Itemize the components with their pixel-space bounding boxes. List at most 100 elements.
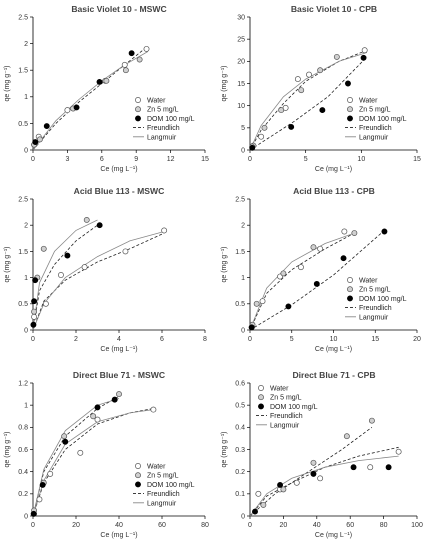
freundlich-fit-line <box>32 232 165 331</box>
y-tick-label: 1 <box>24 94 28 101</box>
x-tick-label: 80 <box>380 522 388 529</box>
legend-label: Zn 5 mg/L <box>359 107 391 114</box>
y-tick-label: 10 <box>237 103 245 110</box>
y-tick-label: 0.4 <box>18 469 28 476</box>
data-point-gray-circle <box>278 107 285 114</box>
x-tick-label: 4 <box>117 336 121 343</box>
data-point-filled-circle <box>30 510 37 517</box>
legend: Water Zn 5 mg/L DOM 100 mg/L Freundlich Lang… <box>133 463 195 507</box>
legend-marker <box>135 463 141 469</box>
x-tick-label: 80 <box>201 522 209 529</box>
legend-label: Langmuir <box>147 134 177 141</box>
x-tick-label: 2 <box>74 336 78 343</box>
data-point-filled-circle <box>32 139 39 145</box>
legend-marker <box>347 295 353 302</box>
y-tick-label: 0.6 <box>235 380 245 387</box>
freundlich-fit-line <box>32 224 98 331</box>
data-point-open-circle <box>341 228 348 235</box>
data-point-gray-circle <box>298 87 305 94</box>
y-tick-label: 0.2 <box>18 491 28 498</box>
y-tick-label: 1.2 <box>18 380 28 387</box>
x-tick-label: 15 <box>201 156 209 163</box>
y-tick-label: 0.5 <box>235 403 245 410</box>
data-point-gray-circle <box>351 230 358 237</box>
data-point-gray-circle <box>260 501 267 508</box>
data-point-filled-circle <box>39 482 46 488</box>
data-point-gray-circle <box>83 217 90 223</box>
data-point-gray-circle <box>90 413 97 420</box>
y-tick-label: 25 <box>237 37 245 44</box>
data-point-filled-circle <box>385 464 392 471</box>
data-point-gray-circle <box>280 486 287 493</box>
data-point-gray-circle <box>317 67 324 74</box>
chart-panel-1: Basic Violet 10 - MSWC 0 3 6 9 12 15 0 0.5 1 1.5 2 2… <box>4 4 209 173</box>
x-tick-label: 10 <box>357 156 365 163</box>
data-point-open-circle <box>81 264 88 271</box>
x-tick-label: 5 <box>304 156 308 163</box>
y-axis-label: qe (mg g⁻¹) <box>4 66 11 102</box>
y-axis-label: qe (mg g⁻¹) <box>4 432 11 468</box>
y-tick-label: 0 <box>24 513 28 520</box>
legend-label: Water <box>270 386 289 393</box>
y-tick-label: 0.8 <box>18 425 28 432</box>
data-point-filled-circle <box>96 222 103 229</box>
legend-label: DOM 100 mg/L <box>359 116 407 123</box>
legend-label: Freundlich <box>359 305 392 312</box>
y-tick-label: 2.5 <box>18 196 28 203</box>
legend-label: Water <box>147 464 166 471</box>
legend-marker <box>135 472 141 479</box>
data-point-gray-circle <box>333 53 340 60</box>
x-tick-label: 0 <box>248 156 252 163</box>
data-point-open-circle <box>143 45 150 52</box>
data-point-open-circle <box>259 298 266 305</box>
data-point-gray-circle <box>31 308 38 315</box>
legend-marker <box>258 394 264 401</box>
legend-label: Water <box>359 278 378 285</box>
legend-label: Freundlich <box>359 125 392 132</box>
x-axis-label: Ce (mg L⁻¹) <box>315 532 352 539</box>
data-point-open-circle <box>297 264 304 271</box>
data-point-gray-circle <box>36 136 43 143</box>
data-point-open-circle <box>395 448 402 455</box>
data-point-filled-circle <box>111 396 118 403</box>
data-point-filled-circle <box>30 321 37 328</box>
freundlich-fit-line <box>249 446 399 517</box>
x-tick-label: 10 <box>330 336 338 343</box>
data-point-open-circle <box>317 475 324 482</box>
data-point-open-circle <box>58 272 64 278</box>
y-axis-label: qe (mg g⁻¹) <box>221 432 228 468</box>
x-tick-label: 5 <box>290 336 294 343</box>
data-point-open-circle <box>361 47 368 54</box>
data-point-filled-circle <box>350 464 357 471</box>
data-point-open-circle <box>161 227 168 234</box>
langmuir-fit-line <box>32 398 120 517</box>
legend-marker <box>347 97 353 103</box>
data-point-open-circle <box>258 133 265 140</box>
data-point-filled-circle <box>345 80 351 87</box>
data-point-open-circle <box>64 107 71 114</box>
data-point-gray-circle <box>310 244 317 251</box>
data-point-filled-circle <box>360 54 367 61</box>
data-point-gray-circle <box>368 417 375 424</box>
y-axis-label: qe (mg g⁻¹) <box>4 247 11 283</box>
y-tick-label: 5 <box>241 125 245 132</box>
data-point-gray-circle <box>280 270 287 277</box>
y-tick-label: 2 <box>24 223 28 230</box>
x-tick-label: 40 <box>115 522 123 529</box>
langmuir-fit-line <box>249 455 399 517</box>
data-point-gray-circle <box>253 300 260 307</box>
y-tick-label: 15 <box>237 81 245 88</box>
langmuir-fit-line <box>32 51 148 151</box>
freundlich-fit-line <box>249 56 368 151</box>
data-point-filled-circle <box>249 144 256 151</box>
x-tick-label: 0 <box>31 336 35 343</box>
data-point-open-circle <box>150 406 157 413</box>
data-point-open-circle <box>255 490 262 497</box>
data-point-filled-circle <box>310 470 317 477</box>
langmuir-fit-line <box>32 231 165 331</box>
x-axis-label: Ce (mg L⁻¹) <box>100 532 137 539</box>
x-tick-label: 0 <box>31 522 35 529</box>
y-tick-label: 0 <box>24 327 28 334</box>
legend-label: Langmuir <box>147 500 177 507</box>
